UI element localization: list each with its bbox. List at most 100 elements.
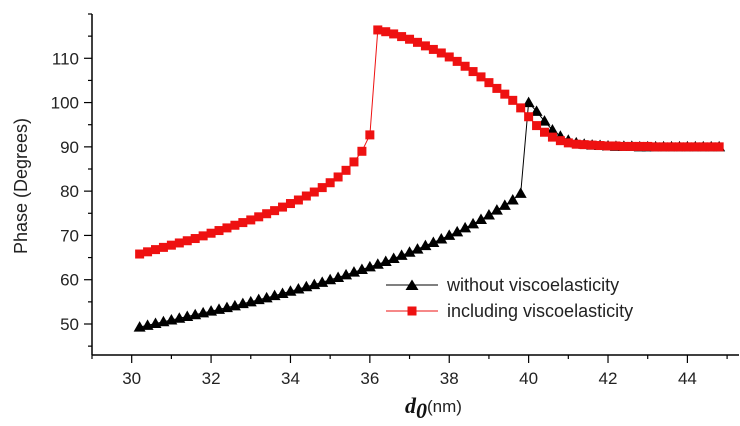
data-point [182,236,192,246]
y-tick-label: 80 [60,182,79,201]
data-point [206,228,216,238]
data-point [579,140,589,150]
data-point [514,187,527,198]
data-point [452,56,462,66]
data-point [659,142,669,152]
data-point [387,252,400,263]
y-tick-label: 100 [51,94,79,113]
data-point [484,78,494,88]
data-point [522,96,535,108]
x-tick-label: 36 [360,369,379,388]
data-point [547,132,557,142]
data-point [301,191,311,201]
data-point [316,276,329,287]
data-point [667,142,677,152]
tick-labels: 30 32 34 36 38 40 42 44 50 60 70 80 90 100 110 [51,49,697,388]
data-point [555,136,565,146]
data-point [492,83,502,93]
data-point [540,127,550,137]
legend-marker-square [407,306,417,316]
data-point [468,67,478,77]
data-point [674,142,684,152]
data-point [476,72,486,82]
data-point [403,246,416,257]
x-axis-label-symbol: d [405,393,417,418]
data-point [222,223,232,233]
data-point [467,217,480,229]
data-point [357,146,367,156]
data-point [443,229,456,240]
data-point [278,202,288,212]
data-point [603,141,613,151]
data-point [347,266,360,277]
data-point [332,271,345,282]
x-axis-label-unit: (nm) [427,397,462,416]
y-tick-label: 60 [60,271,79,290]
data-point [444,52,454,62]
data-point [389,29,399,39]
data-point [490,204,503,215]
data-point [459,221,472,233]
data-point [428,44,438,54]
data-point [611,141,621,151]
data-point [474,213,487,224]
data-point [714,142,724,152]
data-point [682,142,692,152]
data-point [451,225,464,237]
data-point [379,255,392,267]
data-point [405,34,415,44]
y-tick-label: 90 [60,138,79,157]
data-point [498,199,511,210]
data-point [627,141,637,151]
y-tick-label: 70 [60,226,79,245]
data-point [254,212,264,222]
legend-marker-triangle [405,279,419,290]
series-line [139,101,720,328]
data-point [643,141,653,151]
data-point [238,218,248,228]
data-point [538,115,551,126]
series-including-viscoelasticity [135,25,724,259]
axis-ticks [84,13,728,363]
data-point [214,226,224,236]
data-point [698,142,708,152]
x-axis-label: d0(nm) [405,393,462,423]
data-point [506,194,519,205]
data-point [285,199,295,209]
data-point [166,240,176,250]
plot-frame [91,14,739,356]
x-tick-label: 42 [599,369,618,388]
data-point [436,48,446,58]
data-point [516,103,526,113]
data-point [373,25,383,35]
data-point [174,238,184,248]
series-layer [133,25,726,332]
data-point [500,89,510,99]
data-point [333,172,343,182]
data-point [158,242,168,252]
data-point [460,61,470,71]
data-point [635,141,645,151]
data-point [690,142,700,152]
data-point [135,249,145,259]
data-point [395,249,408,260]
data-point [427,236,440,248]
data-point [262,209,272,219]
data-point [435,232,448,244]
x-tick-label: 44 [678,369,697,388]
x-tick-label: 30 [122,369,141,388]
data-point [411,243,424,254]
x-tick-label: 40 [519,369,538,388]
legend-label-without: without viscoelasticity [446,275,619,295]
data-point [508,95,518,105]
data-point [363,260,376,272]
series-without-viscoelasticity [133,96,726,332]
data-point [270,206,280,216]
data-point [151,245,161,255]
data-point [706,142,716,152]
x-tick-label: 38 [440,369,459,388]
x-tick-label: 32 [202,369,221,388]
data-point [293,195,303,205]
data-point [143,247,153,257]
